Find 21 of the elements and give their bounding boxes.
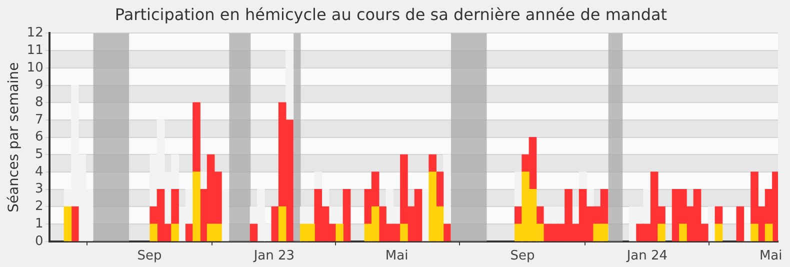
y-tick-label: 12 — [26, 26, 44, 41]
y-tick-label: 3 — [35, 182, 44, 197]
y-tick-label: 4 — [35, 164, 44, 180]
y-tick-label: 8 — [35, 94, 44, 110]
y-tick-label: 6 — [35, 130, 44, 145]
x-tick-label: Sep — [137, 248, 162, 264]
y-tick-label: 10 — [26, 60, 44, 76]
y-tick-label: 1 — [35, 216, 44, 232]
x-tick-label: Mai — [759, 248, 782, 264]
x-tick-label: Sep — [510, 248, 535, 264]
chart-title: Participation en hémicycle au cours de sa dernière année de mandat — [114, 4, 668, 24]
x-tick-label: Mai — [385, 248, 408, 264]
y-tick-label: 9 — [35, 78, 44, 93]
x-tick-label: Jan 23 — [252, 248, 295, 264]
x-tick-label: Jan 24 — [626, 248, 668, 264]
y-tick-label: 7 — [35, 112, 44, 128]
y-tick-label: 0 — [35, 234, 44, 249]
y-tick-label: 2 — [35, 199, 44, 214]
y-axis-title: Séances par semaine — [6, 62, 22, 212]
y-tick-label: 5 — [35, 147, 44, 162]
y-tick-label: 11 — [26, 42, 44, 58]
